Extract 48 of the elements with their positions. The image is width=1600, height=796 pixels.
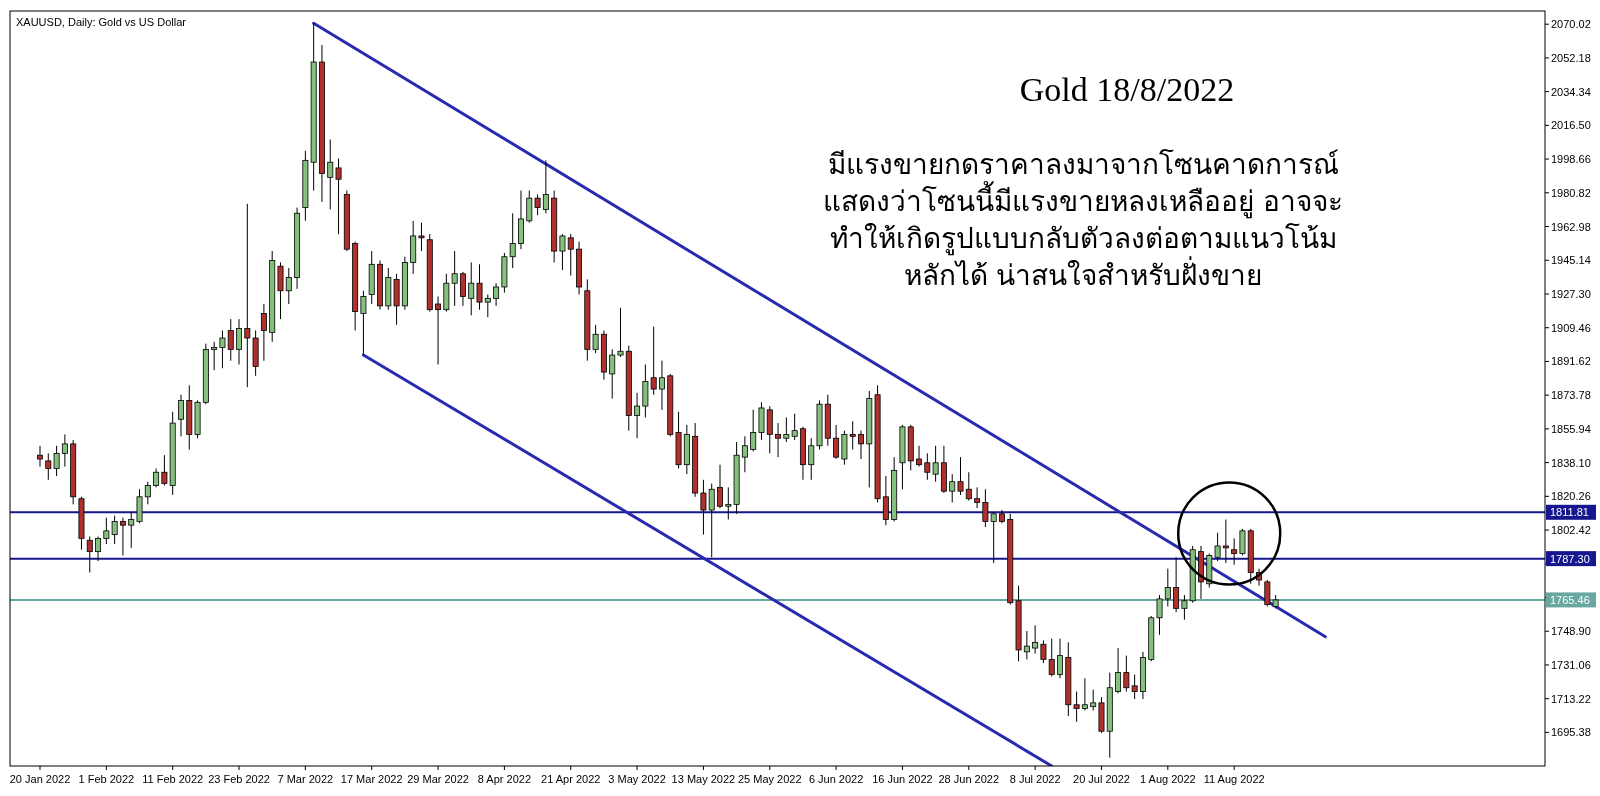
y-tick-label: 1713.22 (1551, 692, 1591, 705)
annotation: Gold 18/8/2022 (1019, 71, 1235, 108)
ref-line-label: 1811.81 (1550, 506, 1589, 519)
x-tick-label: 21 Apr 2022 (541, 773, 601, 785)
y-tick-label: 2070.02 (1551, 18, 1591, 31)
x-tick-label: 20 Jan 2022 (9, 773, 71, 785)
y-tick-label: 1820.26 (1551, 490, 1591, 503)
y-tick-label: 1855.94 (1551, 422, 1591, 435)
y-tick-label: 1980.82 (1551, 186, 1591, 199)
y-tick-label: 1962.98 (1551, 220, 1591, 233)
x-tick-label: 16 Jun 2022 (872, 773, 933, 785)
x-tick-label: 25 May 2022 (737, 773, 802, 785)
annotation: ทำให้เกิดรูปแบบกลับตัวลงต่อตามแนวโน้ม (829, 222, 1337, 256)
x-tick-label: 6 Jun 2022 (808, 773, 864, 785)
ref-line-label: 1787.30 (1550, 552, 1590, 565)
y-tick-label: 1927.30 (1551, 287, 1591, 300)
x-tick-label: 20 Jul 2022 (1073, 773, 1130, 785)
y-tick-label: 1731.06 (1551, 658, 1591, 671)
x-tick-label: 29 Mar 2022 (407, 773, 469, 785)
annotation: มีแรงขายกดราคาลงมาจากโซนคาดการณ์ (827, 148, 1339, 181)
ref-line-label: 1765.46 (1550, 593, 1590, 606)
y-tick-label: 1838.10 (1551, 456, 1591, 469)
y-tick-label: 1909.46 (1551, 321, 1591, 334)
text: XAUUSD, Daily: Gold vs US Dollar (16, 16, 187, 28)
y-tick-label: 1873.78 (1551, 389, 1591, 402)
x-tick-label: 17 Mar 2022 (340, 773, 403, 785)
x-tick-label: 1 Feb 2022 (78, 773, 135, 785)
x-tick-label: 8 Apr 2022 (477, 773, 532, 785)
x-tick-label: 11 Aug 2022 (1203, 773, 1265, 785)
y-tick-label: 1695.38 (1551, 726, 1591, 739)
y-tick-label: 1748.90 (1551, 625, 1591, 638)
y-tick-label: 2052.18 (1551, 51, 1591, 64)
y-tick-label: 2034.34 (1551, 85, 1591, 98)
x-tick-label: 23 Feb 2022 (208, 773, 270, 785)
y-tick-label: 1891.62 (1551, 355, 1591, 368)
x-tick-label: 11 Feb 2022 (142, 773, 204, 785)
y-tick-label: 2016.50 (1551, 119, 1591, 132)
x-tick-label: 28 Jun 2022 (938, 773, 1000, 785)
x-tick-label: 13 May 2022 (671, 773, 736, 785)
y-tick-label: 1802.42 (1551, 524, 1591, 537)
annotation: หลักได้ น่าสนใจสำหรับฝั่งขาย (903, 256, 1263, 292)
annotation: แสดงว่าโซนนี้มีแรงขายหลงเหลืออยู่ อาจจะ (823, 181, 1343, 219)
x-tick-label: 7 Mar 2022 (277, 773, 334, 785)
x-tick-label: 8 Jul 2022 (1009, 773, 1061, 785)
y-tick-label: 1998.66 (1551, 153, 1591, 166)
x-tick-label: 3 May 2022 (608, 773, 666, 785)
y-tick-label: 1945.14 (1551, 254, 1591, 267)
x-tick-label: 1 Aug 2022 (1139, 773, 1196, 785)
